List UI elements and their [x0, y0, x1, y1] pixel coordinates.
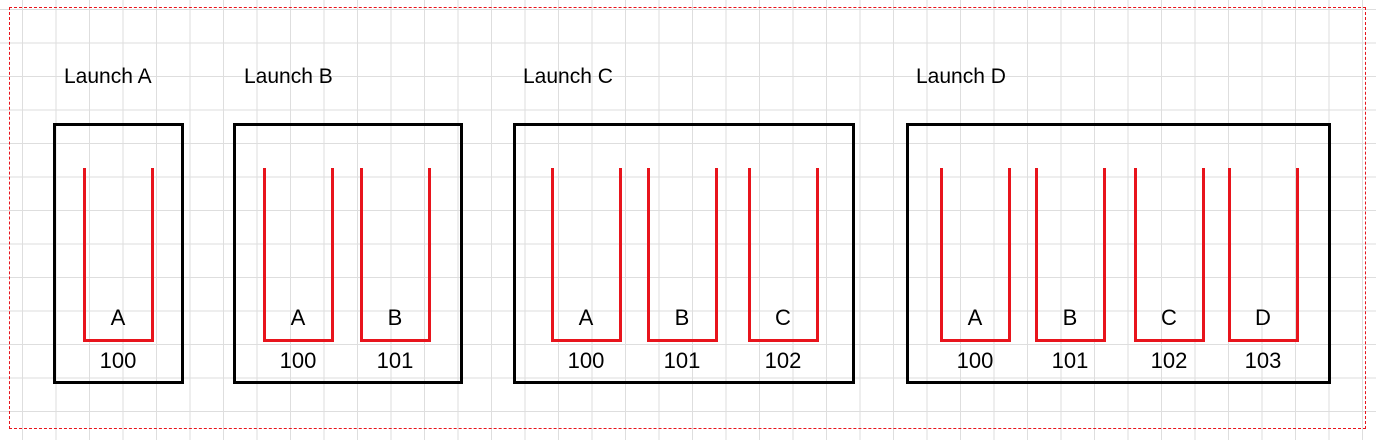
slot-letter: C	[1161, 305, 1177, 330]
slot-number: 103	[1244, 348, 1282, 373]
slot-letter: C	[775, 305, 791, 330]
slot-number: 101	[1051, 348, 1089, 373]
slot-number: 100	[99, 348, 137, 373]
slot-number: 101	[376, 348, 414, 373]
slot-tube	[551, 168, 622, 342]
slot-tube	[1228, 168, 1299, 342]
launch-box	[53, 123, 184, 384]
slot-letter: B	[1062, 305, 1078, 330]
slot-letter: A	[578, 305, 594, 330]
slot-number: 101	[663, 348, 701, 373]
slot-letter: B	[387, 305, 403, 330]
launch-box	[233, 123, 463, 384]
slot-number: 100	[567, 348, 605, 373]
slot-letter: B	[674, 305, 690, 330]
slot-number: 100	[956, 348, 994, 373]
launch-box	[906, 123, 1331, 384]
slot-number: 102	[1150, 348, 1188, 373]
slot-letter: A	[110, 305, 126, 330]
launch-title: Launch C	[523, 65, 613, 88]
launch-box	[513, 123, 855, 384]
slot-letter: D	[1255, 305, 1271, 330]
slot-number: 102	[764, 348, 802, 373]
slot-letter: A	[290, 305, 306, 330]
slot-tube	[83, 168, 154, 342]
slot-tube	[360, 168, 431, 342]
slot-tube	[940, 168, 1011, 342]
slot-letter: A	[967, 305, 983, 330]
launch-title: Launch D	[916, 65, 1006, 88]
slot-tube	[1035, 168, 1106, 342]
slot-number: 100	[279, 348, 317, 373]
launch-title: Launch B	[244, 65, 333, 88]
launch-title: Launch A	[64, 65, 152, 88]
slot-tube	[748, 168, 819, 342]
slot-tube	[647, 168, 718, 342]
slot-tube	[1134, 168, 1205, 342]
slot-tube	[263, 168, 334, 342]
